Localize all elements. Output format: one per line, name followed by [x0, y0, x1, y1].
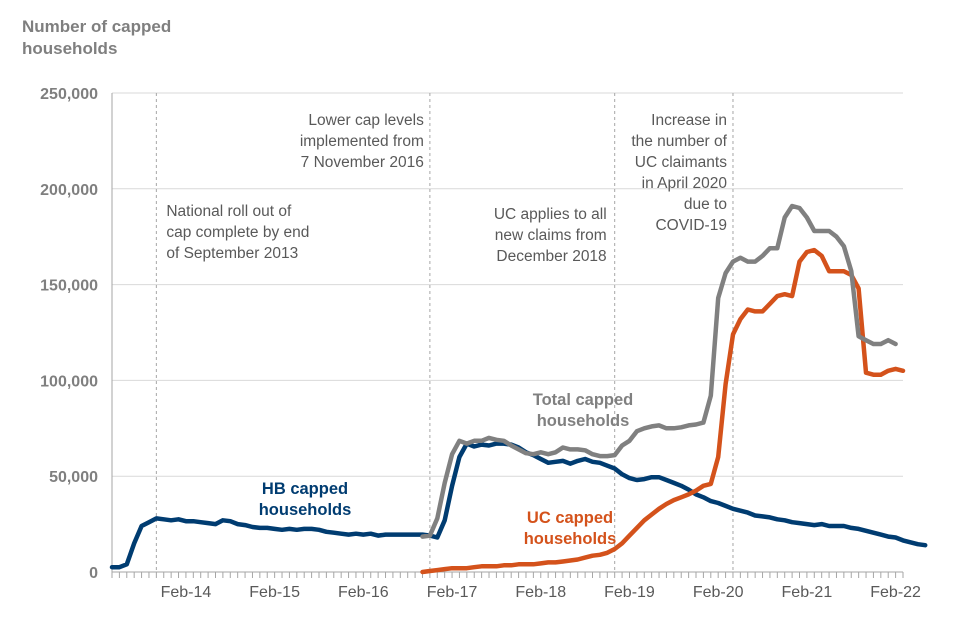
x-tick-label: Feb-21 [782, 584, 833, 601]
annotation-text: COVID-19 [655, 217, 727, 234]
x-tick-label: Feb-18 [515, 584, 566, 601]
y-axis-title-line-2: households [22, 39, 118, 58]
series-label: households [259, 501, 352, 519]
series-label: households [524, 530, 617, 548]
annotation-lines [155, 93, 734, 572]
annotation-text: due to [684, 196, 727, 213]
y-tick-label: 150,000 [40, 278, 98, 295]
annotation-text: new claims from [495, 227, 607, 244]
gridlines [112, 92, 903, 477]
uc-capped-householdsline [420, 247, 906, 575]
labels: National roll out of cap complete by end o… [166, 112, 727, 548]
x-tick-label: Feb-20 [693, 584, 744, 601]
series-label: UC capped [527, 509, 613, 527]
annotation-text: December 2018 [496, 248, 606, 265]
y-tick-label: 50,000 [49, 469, 98, 486]
annotation-text: UC claimants [635, 154, 727, 171]
annotation-text: the number of [631, 133, 727, 150]
total-capped-householdsline [420, 203, 898, 539]
y-tick-label: 0 [89, 565, 98, 582]
annotation-text: cap complete by end [166, 224, 309, 241]
x-tick-label: Feb-16 [338, 584, 389, 601]
annotation-text: Increase in [651, 112, 727, 129]
x-tick-label: Feb-15 [249, 584, 300, 601]
annotation-text: National roll out of [166, 203, 292, 220]
x-tick-label: Feb-19 [604, 584, 655, 601]
series-label: HB capped [262, 480, 348, 498]
annotation-text: implemented from [300, 133, 424, 150]
x-tick-label: Feb-14 [161, 584, 212, 601]
hb-capped-householdsline [109, 441, 928, 570]
y-tick-label: 100,000 [40, 373, 98, 390]
annotation-text: UC applies to all [494, 206, 607, 223]
axes: 0 50,000 100,000 150,000 200,000 250,000 Feb-1… [40, 86, 921, 601]
y-axis-title-line-1: Number of capped [22, 17, 172, 36]
annotation-text: in April 2020 [642, 175, 728, 192]
annotation-text: of September 2013 [166, 245, 298, 262]
x-tick-label: Feb-17 [427, 584, 478, 601]
y-axis-title: Number of capped households [22, 16, 222, 60]
annotation-text: Lower cap levels [308, 112, 424, 129]
series-lines [109, 203, 928, 575]
y-tick-label: 200,000 [40, 182, 98, 199]
series-label: households [537, 412, 630, 430]
y-tick-label: 250,000 [40, 86, 98, 103]
x-tick-label: Feb-22 [870, 584, 921, 601]
series-label: Total capped [533, 391, 634, 409]
annotation-text: 7 November 2016 [301, 154, 424, 171]
